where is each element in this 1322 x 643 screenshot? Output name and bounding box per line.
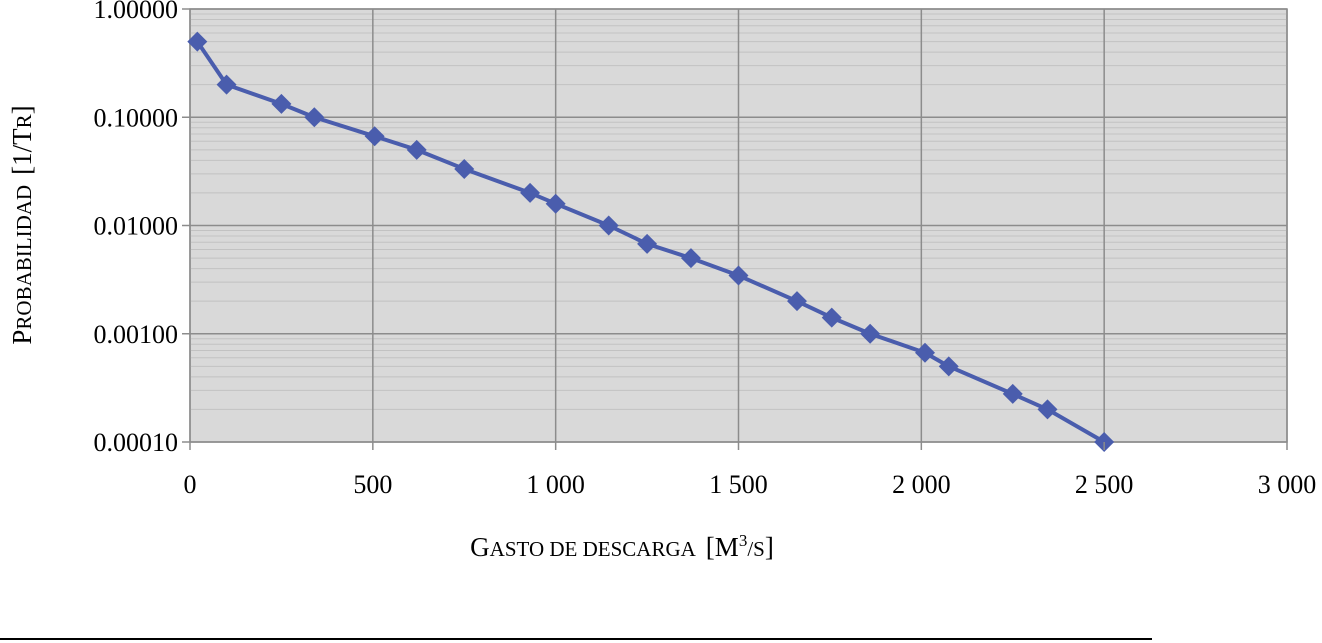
data-point-marker	[1037, 399, 1058, 420]
data-point-marker	[914, 342, 935, 363]
x-tick-label: 3 000	[1258, 470, 1317, 499]
y-tick-label: 0.01000	[94, 212, 179, 241]
x-tick-label: 1 500	[709, 470, 768, 499]
y-tick-label: 0.10000	[94, 103, 179, 132]
data-point-marker	[364, 126, 385, 147]
data-point-marker	[787, 291, 808, 312]
data-point-marker	[637, 233, 658, 254]
data-point-marker	[545, 193, 566, 214]
data-point-marker	[187, 31, 208, 52]
x-tick-label: 2 500	[1075, 470, 1134, 499]
data-point-marker	[216, 74, 237, 95]
data-point-marker	[454, 158, 475, 179]
data-point-marker	[1002, 383, 1023, 404]
x-axis-title: GASTO DE DESCARGA [M3/S]	[470, 531, 774, 562]
x-tick-label: 0	[184, 470, 197, 499]
data-point-marker	[680, 248, 701, 269]
data-point-marker	[860, 323, 881, 344]
x-tick-label: 1 000	[526, 470, 585, 499]
data-point-marker	[271, 93, 292, 114]
data-point-marker	[821, 307, 842, 328]
y-tick-label: 0.00100	[94, 320, 179, 349]
y-tick-label: 0.00010	[94, 428, 179, 457]
y-tick-label: 1.00000	[94, 0, 179, 24]
data-point-marker	[406, 139, 427, 160]
data-point-marker	[304, 107, 325, 128]
data-point-marker	[520, 182, 541, 203]
bottom-rule	[0, 638, 1152, 640]
data-point-marker	[728, 265, 749, 286]
x-tick-label: 2 000	[892, 470, 951, 499]
data-point-marker	[938, 356, 959, 377]
x-tick-label: 500	[353, 470, 392, 499]
data-point-marker	[598, 215, 619, 236]
y-axis-title: PROBABILIDAD[1/TR]	[7, 105, 37, 344]
